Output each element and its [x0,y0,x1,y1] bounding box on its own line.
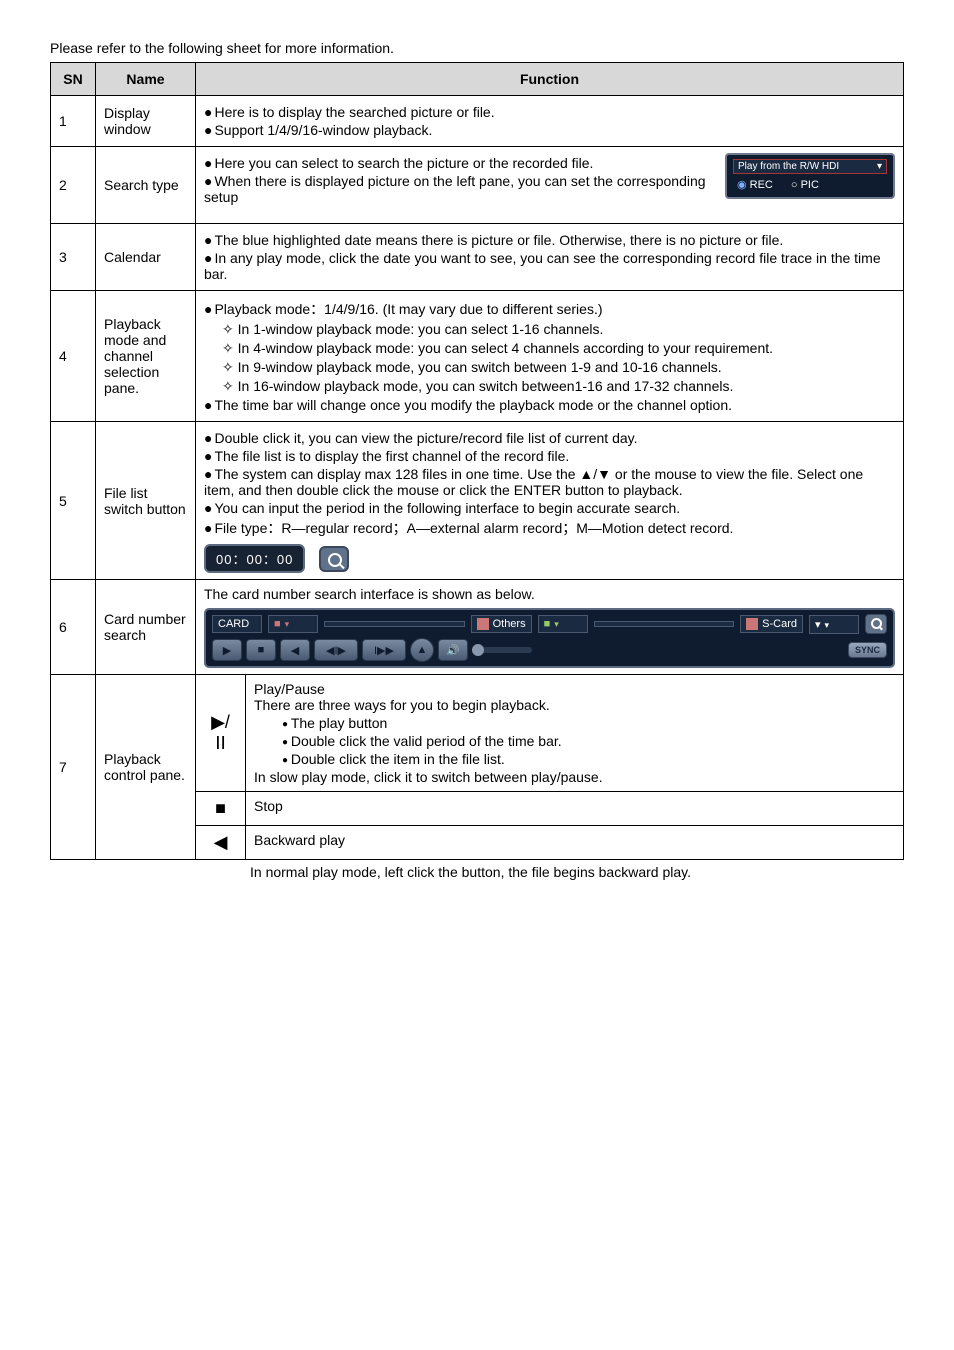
function-cell: Here is to display the searched picture … [196,96,904,147]
name-cell: Card number search [96,580,196,675]
rewind-button[interactable]: ◀I▶ [314,639,358,661]
rec-radio[interactable]: REC [737,178,773,191]
bullet-text: The blue highlighted date means there is… [204,232,895,248]
header-sn: SN [51,63,96,96]
dot-text: The play button [254,715,895,731]
info-table: SN Name Function 1 Display window Here i… [50,62,904,860]
pic-radio[interactable]: PIC [791,179,819,191]
bullet-text: Support 1/4/9/16-window playback. [204,122,895,138]
name-cell: Display window [96,96,196,147]
sync-button[interactable]: SYNC [848,642,887,658]
dot-text: Double click the item in the file list. [254,751,895,767]
bullet-text: Playback mode：1/4/9/16. (It may vary due… [204,299,895,319]
play-button[interactable]: ▶ [212,639,242,661]
sn-cell: 3 [51,224,96,291]
table-row: 6 Card number search The card number sea… [51,580,904,675]
diamond-text: In 9-window playback mode, you can switc… [204,359,895,376]
bullet-text: You can input the period in the followin… [204,500,895,516]
slow-note: In slow play mode, click it to switch be… [254,769,895,785]
volume-button[interactable]: 🔊 [438,639,468,661]
intro-text: Please refer to the following sheet for … [50,40,904,56]
time-input[interactable]: 00：00：00 [204,544,305,573]
forward-button[interactable]: I▶▶ [362,639,406,661]
card-input[interactable] [324,621,465,627]
bullet-text: Double click it, you can view the pictur… [204,430,895,446]
function-cell: Backward play [246,826,904,860]
function-cell: Play from the R/W HDI REC PIC Here you c… [196,147,904,224]
table-row: 2 Search type Play from the R/W HDI REC … [51,147,904,224]
bullet-text: The time bar will change once you modify… [204,397,895,413]
sn-cell: 1 [51,96,96,147]
card-field[interactable]: CARD [212,615,262,633]
bullet-text: Here is to display the searched picture … [204,104,895,120]
stop-icon: ■ [196,792,246,826]
sn-cell: 4 [51,291,96,422]
scard-dropdown[interactable]: ▾ [809,615,859,634]
table-header-row: SN Name Function [51,63,904,96]
others-dropdown[interactable]: ■ [538,615,588,633]
diamond-text: In 1-window playback mode: you can selec… [204,321,895,338]
diamond-text: In 4-window playback mode: you can selec… [204,340,895,357]
function-cell: The card number search interface is show… [196,580,904,675]
function-cell: Double click it, you can view the pictur… [196,422,904,580]
function-cell: The blue highlighted date means there is… [196,224,904,291]
prev-button[interactable]: ◀ [280,639,310,661]
name-cell: Calendar [96,224,196,291]
card-search-bar: CARD ■ Others ■ S-Card ▾ ▶ ■ ◀ [204,608,895,668]
card-dropdown[interactable]: ■ [268,615,318,633]
backward-icon: ◀ [196,826,246,860]
function-cell: Stop [246,792,904,826]
sn-cell: 6 [51,580,96,675]
bullet-text: File type：R—regular record；A—external al… [204,518,895,538]
function-cell: Playback mode：1/4/9/16. (It may vary due… [196,291,904,422]
name-cell: File list switch button [96,422,196,580]
name-cell: Search type [96,147,196,224]
table-row: 4 Playback mode and channel selection pa… [51,291,904,422]
others-input[interactable] [594,621,735,627]
scard-field[interactable]: S-Card [740,615,803,633]
header-name: Name [96,63,196,96]
diamond-text: In 16-window playback mode, you can swit… [204,378,895,395]
name-cell: Playback mode and channel selection pane… [96,291,196,422]
bullet-text: The file list is to display the first ch… [204,448,895,464]
play-intro: There are three ways for you to begin pl… [254,697,895,713]
table-row: 7 Playback control pane. ▶/ ⅠⅠ Play/Paus… [51,675,904,792]
up-button[interactable]: ▲ [410,638,434,662]
bullet-text: In any play mode, click the date you wan… [204,250,895,282]
others-field[interactable]: Others [471,615,532,633]
search-type-widget: Play from the R/W HDI REC PIC [725,153,895,199]
sn-cell: 5 [51,422,96,580]
search-icon[interactable] [865,614,887,634]
search-icon[interactable] [319,546,349,572]
table-row: 5 File list switch button Double click i… [51,422,904,580]
card-search-intro: The card number search interface is show… [204,586,895,602]
bullet-text: The system can display max 128 files in … [204,466,895,498]
volume-slider[interactable] [472,647,532,653]
table-row: 1 Display window Here is to display the … [51,96,904,147]
function-cell: Play/Pause There are three ways for you … [246,675,904,792]
sn-cell: 7 [51,675,96,860]
name-cell: Playback control pane. [96,675,196,860]
play-pause-icon: ▶/ ⅠⅠ [196,675,246,792]
sn-cell: 2 [51,147,96,224]
hdd-combo[interactable]: Play from the R/W HDI [733,159,887,174]
header-function: Function [196,63,904,96]
play-title: Play/Pause [254,681,895,697]
table-row: 3 Calendar The blue highlighted date mea… [51,224,904,291]
dot-text: Double click the valid period of the tim… [254,733,895,749]
footer-note: In normal play mode, left click the butt… [50,864,904,880]
stop-button[interactable]: ■ [246,639,276,661]
